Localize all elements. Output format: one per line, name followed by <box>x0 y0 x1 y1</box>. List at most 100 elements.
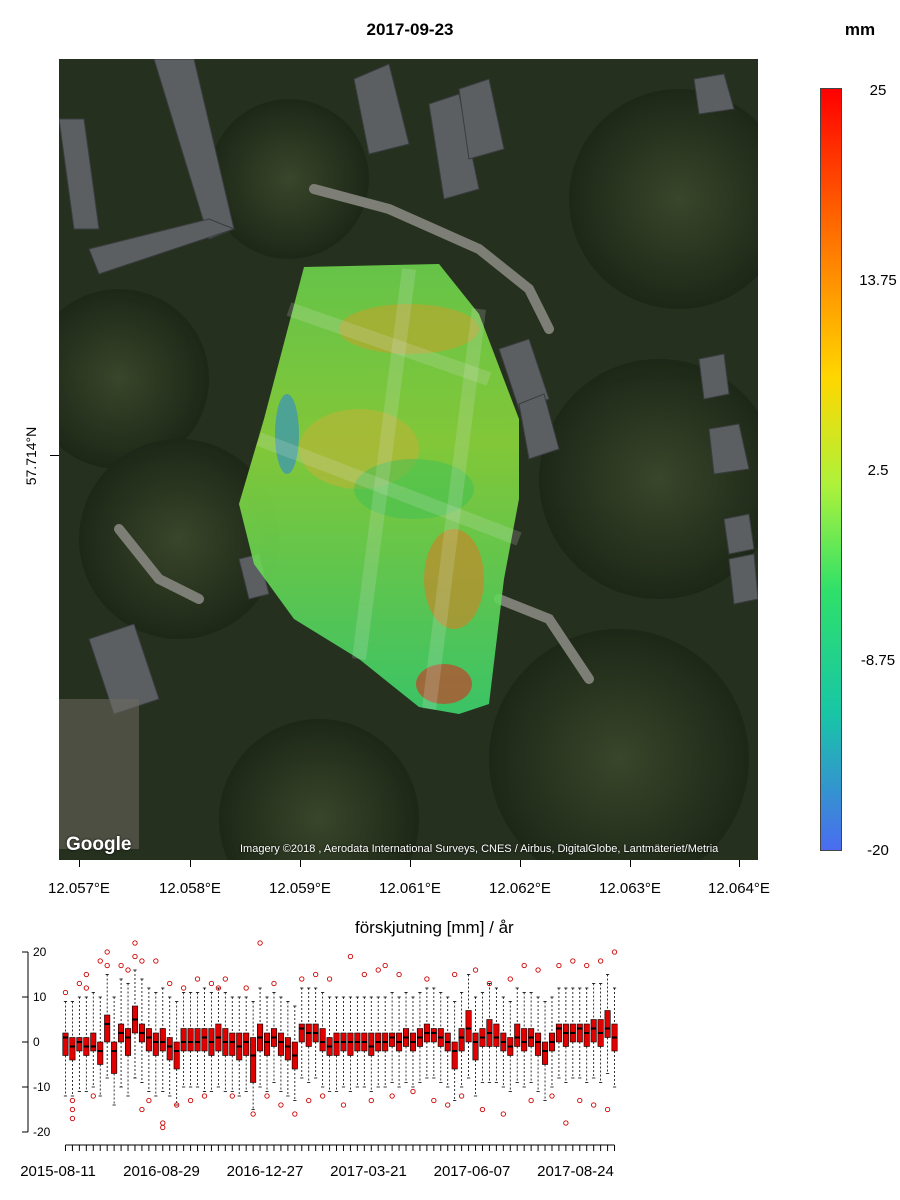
y-tick-label: 0 <box>33 1035 40 1049</box>
box <box>298 1023 305 1043</box>
map-title: 2017-09-23 <box>366 20 454 39</box>
box <box>472 1032 479 1061</box>
box <box>430 1028 437 1043</box>
lon-tick-mark <box>520 860 521 867</box>
y-tick-label: 20 <box>33 945 47 959</box>
outlier-point <box>208 980 215 987</box>
box <box>465 1010 472 1043</box>
outlier-point <box>243 985 249 991</box>
box <box>583 1023 590 1047</box>
outlier-point <box>132 940 138 946</box>
outlier-point <box>368 1097 374 1104</box>
x-tick-label: 2016-12-27 <box>227 1163 304 1180</box>
box <box>542 1041 549 1065</box>
box <box>180 1028 187 1052</box>
box <box>111 1041 118 1074</box>
outlier-point <box>76 980 83 987</box>
outlier-point <box>556 962 562 969</box>
outlier-point <box>90 1093 96 1099</box>
outlier-point <box>535 967 541 973</box>
outlier-point <box>340 1102 347 1108</box>
lat-tick-mark <box>50 455 59 456</box>
outlier-point <box>104 962 110 969</box>
lon-tick-label: 12.063°E <box>599 880 661 897</box>
outlier-point <box>528 1097 534 1104</box>
outlier-point <box>83 985 89 991</box>
box <box>166 1037 173 1061</box>
box <box>201 1028 208 1052</box>
outlier-point <box>500 1111 506 1117</box>
outlier-point <box>69 1106 76 1113</box>
box <box>125 1028 132 1056</box>
x-tick-label: 2017-03-21 <box>330 1163 407 1180</box>
outlier-point <box>132 953 138 960</box>
outlier-point <box>104 949 110 955</box>
colorbar-tick-label: 2.5 <box>867 462 889 479</box>
outlier-point <box>563 1120 569 1126</box>
outlier-point <box>313 971 319 978</box>
outlier-point <box>521 962 527 969</box>
box <box>451 1041 458 1070</box>
lon-tick-label: 12.058°E <box>159 880 221 897</box>
box <box>69 1037 76 1061</box>
lat-axis-label: 57.714°N <box>23 426 39 486</box>
box <box>333 1032 340 1056</box>
outlier-point <box>271 980 277 987</box>
outlier-point <box>424 976 430 982</box>
outlier-point <box>187 1097 194 1104</box>
box <box>152 1032 159 1056</box>
outlier-point <box>584 962 590 969</box>
outlier-point <box>319 1093 326 1099</box>
box <box>368 1032 375 1056</box>
lon-tick-mark <box>630 860 631 867</box>
lon-tick-label: 12.061°E <box>379 880 441 897</box>
outlier-point <box>83 971 89 978</box>
outlier-point <box>577 1097 583 1104</box>
roads <box>114 184 594 684</box>
outlier-point <box>306 1097 312 1104</box>
outlier-point <box>452 971 458 978</box>
outlier-point <box>570 958 576 964</box>
box <box>187 1028 194 1052</box>
outlier-point <box>194 976 201 982</box>
box <box>576 1023 583 1043</box>
colorbar-tick-label: 13.75 <box>859 272 897 289</box>
outlier-point <box>410 1088 416 1095</box>
outlier-point <box>604 1106 611 1113</box>
outlier-point <box>97 958 103 964</box>
lon-tick-mark <box>300 860 301 867</box>
outlier-point <box>299 976 305 982</box>
outlier-point <box>347 953 354 960</box>
outlier-point <box>139 1106 145 1113</box>
box <box>521 1028 528 1052</box>
x-tick-label: 2015-08-11 <box>20 1163 96 1180</box>
y-tick-label: -20 <box>33 1125 51 1139</box>
box <box>389 1032 396 1047</box>
outlier-point <box>250 1111 256 1117</box>
outlier-point <box>611 949 618 955</box>
box <box>145 1028 152 1052</box>
outlier-point <box>201 1093 208 1099</box>
colorbar-tick-label: -20 <box>867 842 889 859</box>
parking-lot <box>59 699 139 849</box>
outlier-point <box>549 1093 555 1099</box>
tree-canopy <box>59 89 758 860</box>
colorbar-tick-label: 25 <box>869 82 887 99</box>
outlier-point <box>389 1093 395 1099</box>
outlier-point <box>458 1093 465 1099</box>
outlier-point <box>479 1106 486 1113</box>
outlier-point <box>160 1120 166 1126</box>
displacement-overlay <box>239 264 522 714</box>
x-tick-label: 2017-08-24 <box>537 1163 614 1180</box>
outlier-point <box>591 1102 597 1108</box>
google-logo: Google <box>66 834 132 855</box>
outlier-point <box>472 967 479 973</box>
box <box>562 1023 569 1047</box>
outlier-point <box>146 1097 152 1104</box>
box <box>555 1023 562 1043</box>
y-tick-label: 10 <box>33 990 47 1004</box>
buildings <box>59 59 758 715</box>
outlier-point <box>292 1111 298 1117</box>
outlier-point <box>431 1097 437 1104</box>
box <box>76 1037 83 1052</box>
